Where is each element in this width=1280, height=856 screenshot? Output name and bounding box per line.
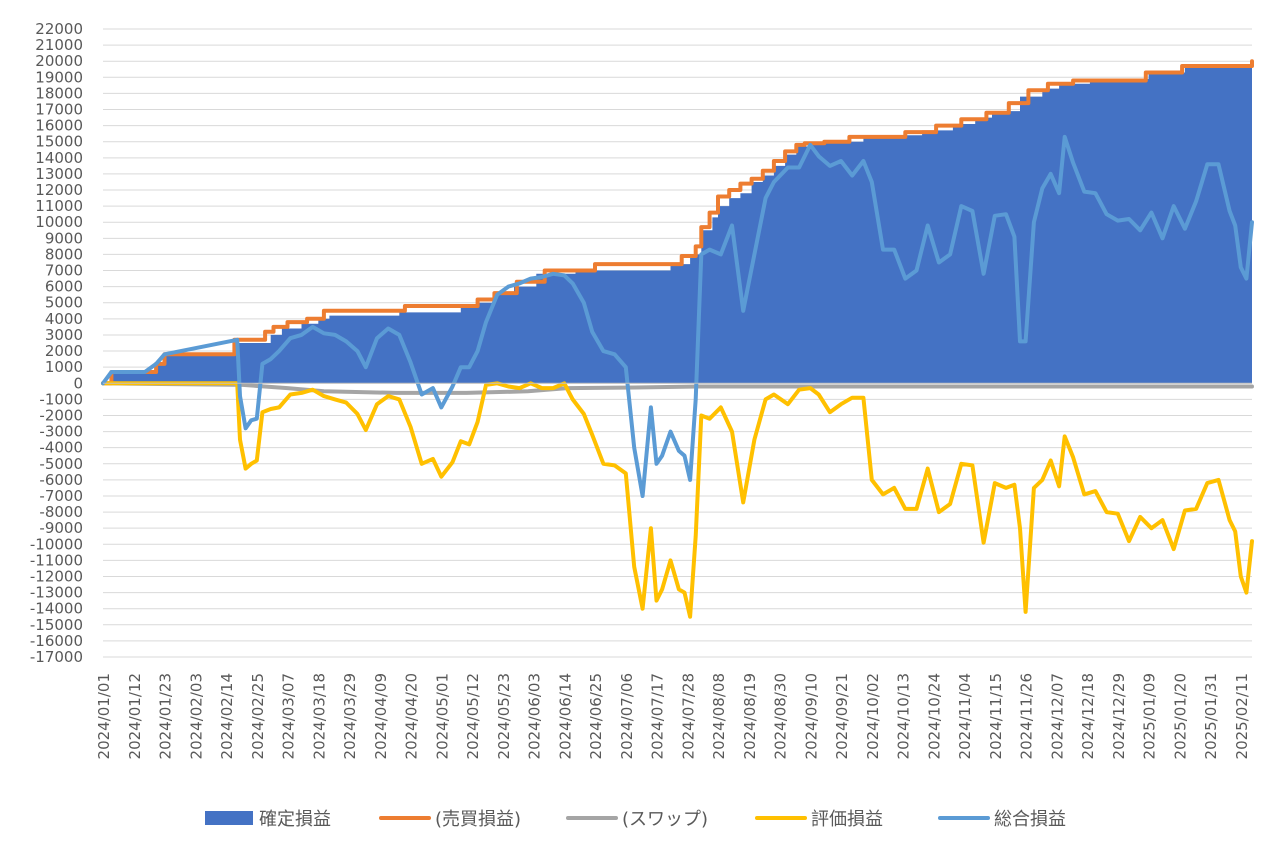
y-tick-label: 5000 xyxy=(45,294,83,312)
x-tick-label: 2024/01/23 xyxy=(157,673,175,759)
x-tick-label: 2024/02/25 xyxy=(249,673,267,759)
x-tick-label: 2025/02/11 xyxy=(1233,673,1251,759)
y-tick-label: -11000 xyxy=(30,551,83,569)
y-tick-label: -13000 xyxy=(30,584,83,602)
y-tick-label: 21000 xyxy=(35,36,83,54)
y-tick-label: 22000 xyxy=(35,20,83,38)
x-tick-label: 2024/06/03 xyxy=(526,673,544,759)
y-tick-label: -9000 xyxy=(39,519,83,537)
y-tick-label: 4000 xyxy=(45,310,83,328)
legend-label: 確定損益 xyxy=(259,809,331,830)
x-tick-label: 2025/01/20 xyxy=(1171,673,1189,759)
x-tick-label: 2024/09/21 xyxy=(833,673,851,759)
y-tick-label: 10000 xyxy=(35,213,83,231)
x-tick-label: 2025/01/31 xyxy=(1202,673,1220,759)
series-line-sogo xyxy=(101,134,1254,498)
y-tick-label: -16000 xyxy=(30,632,83,650)
y-tick-label: 20000 xyxy=(35,52,83,70)
y-tick-label: 13000 xyxy=(35,165,83,183)
x-tick-label: 2024/01/12 xyxy=(126,673,144,759)
legend-label: 総合損益 xyxy=(994,809,1066,830)
y-tick-label: 6000 xyxy=(45,278,83,296)
x-tick-label: 2024/11/15 xyxy=(987,673,1005,759)
series-line-swap xyxy=(101,381,1254,395)
x-tick-label: 2024/03/07 xyxy=(280,673,298,759)
y-tick-label: 1000 xyxy=(45,358,83,376)
y-tick-label: -6000 xyxy=(39,471,83,489)
y-tick-label: 11000 xyxy=(35,197,83,215)
y-tick-label: 16000 xyxy=(35,117,83,135)
y-tick-label: -15000 xyxy=(30,616,83,634)
x-tick-label: 2024/05/23 xyxy=(495,673,513,759)
y-tick-label: -8000 xyxy=(39,503,83,521)
y-tick-label: -4000 xyxy=(39,439,83,457)
x-tick-label: 2024/05/01 xyxy=(433,673,451,759)
x-tick-label: 2024/11/26 xyxy=(1018,673,1036,759)
x-tick-label: 2024/04/09 xyxy=(372,673,390,759)
x-tick-label: 2024/10/02 xyxy=(864,673,882,759)
x-tick-label: 2024/12/07 xyxy=(1048,673,1066,759)
y-tick-label: 12000 xyxy=(35,181,83,199)
x-tick-label: 2024/10/24 xyxy=(925,673,943,759)
y-tick-label: 3000 xyxy=(45,326,83,344)
y-tick-label: -3000 xyxy=(39,423,83,441)
y-tick-label: 15000 xyxy=(35,133,83,151)
x-tick-label: 2024/01/01 xyxy=(95,673,113,759)
x-axis: 2024/01/01 2024/01/12 2024/01/23 2024/02/03… xyxy=(95,673,1251,759)
legend-label: (売買損益) xyxy=(435,809,521,830)
legend: 確定損益 (売買損益) (スワップ) 評価損益 総合損益 xyxy=(205,809,1066,830)
x-tick-label: 2025/01/09 xyxy=(1141,673,1159,759)
y-tick-label: 0 xyxy=(73,374,83,392)
y-tick-label: -17000 xyxy=(30,648,83,666)
series-line-baibai xyxy=(101,59,1254,386)
x-tick-label: 2024/08/08 xyxy=(710,673,728,759)
x-tick-label: 2024/02/14 xyxy=(218,673,236,759)
y-tick-label: -5000 xyxy=(39,455,83,473)
x-tick-label: 2024/05/12 xyxy=(464,673,482,759)
y-tick-label: -12000 xyxy=(30,567,83,585)
x-tick-label: 2024/06/25 xyxy=(587,673,605,759)
y-tick-label: 14000 xyxy=(35,149,83,167)
y-tick-label: 18000 xyxy=(35,84,83,102)
x-tick-label: 2024/03/29 xyxy=(341,673,359,759)
y-tick-label: -1000 xyxy=(39,390,83,408)
y-axis: -17000-16000-15000-14000-13000-12000-110… xyxy=(30,20,83,666)
y-tick-label: -7000 xyxy=(39,487,83,505)
x-tick-label: 2024/12/29 xyxy=(1110,673,1128,759)
y-tick-label: -10000 xyxy=(30,535,83,553)
x-tick-label: 2024/07/28 xyxy=(679,673,697,759)
series-area-kakutei xyxy=(103,66,1252,384)
y-tick-label: -14000 xyxy=(30,600,83,618)
y-tick-label: 8000 xyxy=(45,245,83,263)
series-group xyxy=(101,59,1254,619)
x-tick-label: 2024/04/20 xyxy=(403,673,421,759)
legend-label: (スワップ) xyxy=(622,809,708,830)
y-tick-label: 17000 xyxy=(35,101,83,119)
x-tick-label: 2024/11/04 xyxy=(956,673,974,759)
y-tick-label: 19000 xyxy=(35,68,83,86)
x-tick-label: 2024/09/10 xyxy=(802,673,820,759)
x-tick-label: 2024/10/13 xyxy=(895,673,913,759)
y-tick-label: 7000 xyxy=(45,262,83,280)
x-tick-label: 2024/03/18 xyxy=(310,673,328,759)
legend-label: 評価損益 xyxy=(811,809,883,830)
x-tick-label: 2024/02/03 xyxy=(187,673,205,759)
x-tick-label: 2024/06/14 xyxy=(556,673,574,759)
series-line-hyoka xyxy=(101,381,1254,619)
legend-swatch xyxy=(205,811,253,825)
x-tick-label: 2024/12/18 xyxy=(1079,673,1097,759)
y-tick-label: 2000 xyxy=(45,342,83,360)
y-tick-label: 9000 xyxy=(45,229,83,247)
x-tick-label: 2024/07/06 xyxy=(618,673,636,759)
y-tick-label: -2000 xyxy=(39,406,83,424)
x-tick-label: 2024/07/17 xyxy=(649,673,667,759)
x-tick-label: 2024/08/19 xyxy=(741,673,759,759)
x-tick-label: 2024/08/30 xyxy=(772,673,790,759)
